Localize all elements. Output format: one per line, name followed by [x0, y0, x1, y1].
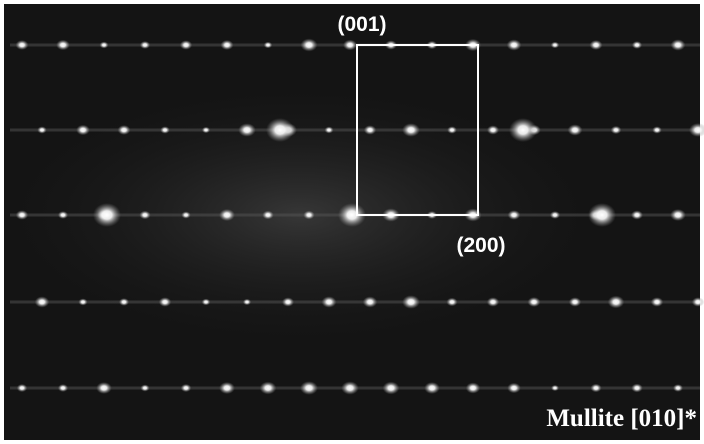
- caption: Mullite [010]*: [546, 405, 697, 432]
- spot: [262, 210, 274, 220]
- spot: [56, 39, 70, 51]
- spot: [550, 384, 560, 392]
- spot: [691, 297, 704, 307]
- spot: [324, 126, 334, 134]
- bright-spot: [266, 118, 294, 142]
- spot: [15, 210, 29, 220]
- spot: [568, 297, 582, 307]
- spot: [447, 126, 457, 134]
- spot: [670, 39, 686, 51]
- spot: [15, 40, 29, 50]
- spot: [303, 210, 315, 220]
- bright-spot: [588, 203, 616, 227]
- spot: [220, 39, 234, 51]
- spot: [78, 298, 88, 306]
- spot: [486, 297, 500, 307]
- spot: [321, 296, 337, 308]
- spot-layer: [10, 38, 704, 395]
- spot: [139, 41, 151, 49]
- spot: [16, 383, 28, 393]
- spot: [610, 125, 622, 135]
- spot: [486, 125, 500, 135]
- spot: [219, 208, 235, 222]
- spot: [179, 40, 193, 50]
- spot: [34, 296, 50, 308]
- unit-cell-box: [356, 44, 479, 216]
- spot: [650, 297, 664, 307]
- spot: [424, 382, 440, 394]
- spot: [590, 383, 602, 393]
- spot: [631, 41, 643, 49]
- spot: [201, 298, 211, 306]
- spot: [99, 41, 109, 49]
- spot: [550, 41, 560, 49]
- spot: [607, 295, 625, 309]
- spot: [341, 381, 359, 395]
- spot: [37, 126, 47, 134]
- spot: [160, 126, 170, 134]
- spot: [96, 382, 112, 394]
- spot: [343, 39, 357, 51]
- spot: [180, 383, 192, 393]
- spot: [631, 210, 643, 220]
- spot: [242, 298, 252, 306]
- spot: [507, 382, 521, 394]
- spot: [139, 210, 151, 220]
- spot: [507, 210, 521, 220]
- spot: [57, 211, 69, 219]
- label-200: (200): [456, 234, 505, 257]
- bright-spot: [93, 203, 121, 227]
- spot: [567, 124, 583, 136]
- spot: [201, 126, 211, 134]
- spot: [238, 123, 256, 137]
- spot: [57, 384, 69, 392]
- spot: [76, 124, 90, 136]
- spot: [363, 125, 377, 135]
- spot: [527, 297, 541, 307]
- spot: [219, 381, 235, 395]
- spot: [382, 381, 400, 395]
- spot: [300, 38, 318, 52]
- spot: [672, 384, 684, 392]
- spot: [117, 125, 131, 135]
- spot: [263, 41, 273, 49]
- spot: [362, 296, 378, 308]
- spot: [688, 123, 704, 137]
- spot: [631, 383, 643, 393]
- spot: [506, 39, 522, 51]
- spot: [259, 381, 277, 395]
- spot: [300, 381, 318, 395]
- spot: [402, 295, 420, 309]
- spot: [549, 211, 561, 219]
- spot: [281, 297, 295, 307]
- spot: [118, 298, 130, 306]
- spot: [446, 297, 458, 307]
- spot: [181, 211, 191, 219]
- spot: [652, 126, 662, 134]
- bright-spot: [509, 118, 537, 142]
- spot: [589, 40, 603, 50]
- bright-spot: [338, 203, 366, 227]
- label-001: (001): [337, 13, 386, 36]
- spot: [670, 208, 686, 222]
- spot: [402, 123, 420, 137]
- spot: [158, 297, 172, 307]
- spot: [140, 384, 150, 392]
- spot: [465, 382, 481, 394]
